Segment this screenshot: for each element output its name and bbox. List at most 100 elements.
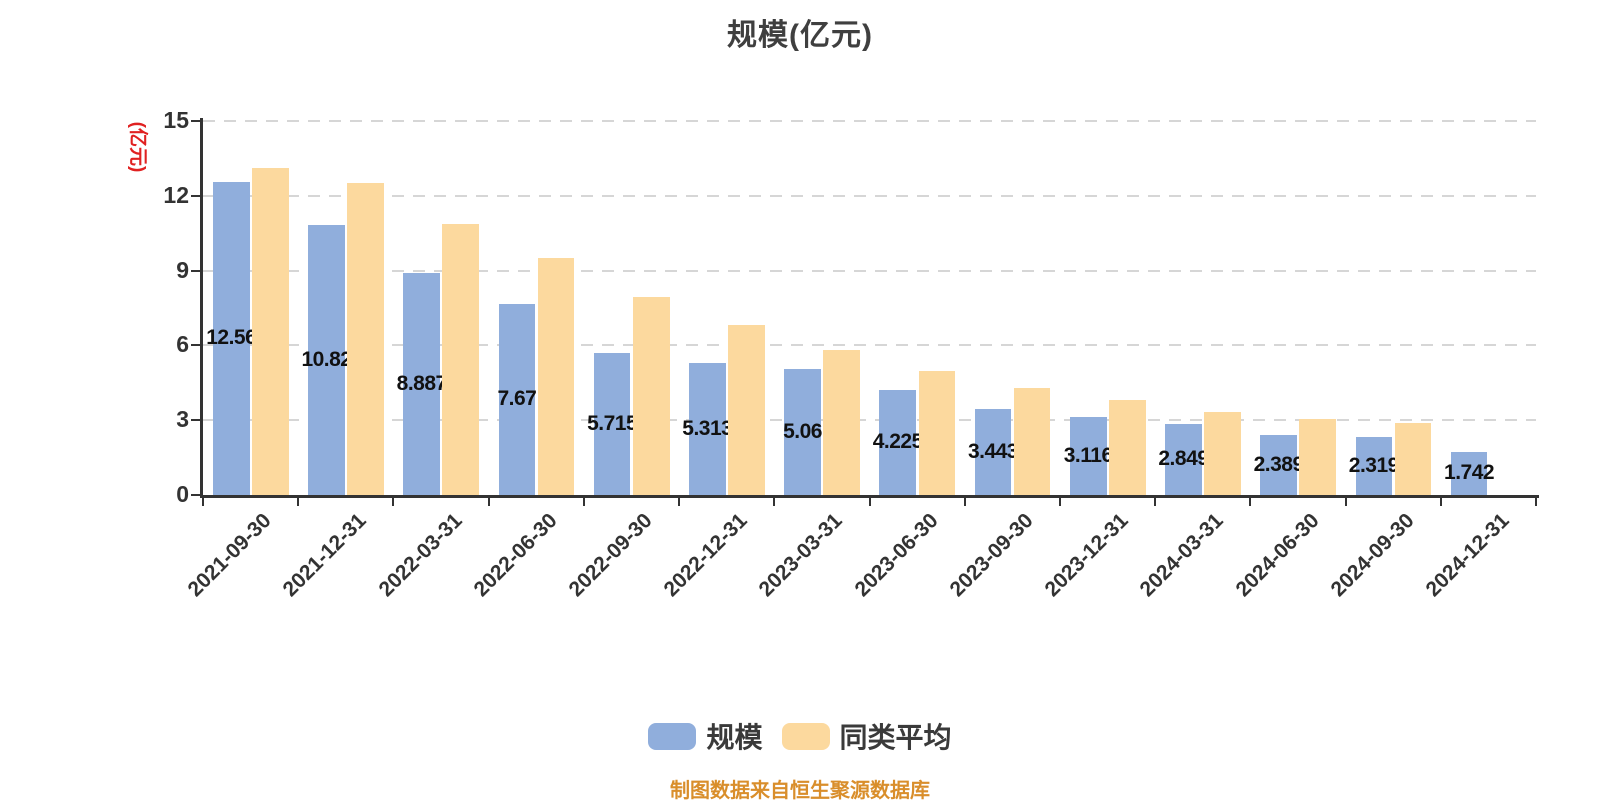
- bar-group-2022-06-30: 7.67: [489, 121, 584, 495]
- x-axis-label-2024-06-30: 2024-06-30: [1231, 509, 1324, 602]
- x-axis-label-2023-12-31: 2023-12-31: [1040, 509, 1133, 602]
- bar-peer-average[interactable]: [1204, 411, 1241, 495]
- bar-group-2022-03-31: 8.887: [393, 121, 488, 495]
- bar-peer-average[interactable]: [347, 183, 384, 495]
- y-tick-9: [191, 269, 203, 272]
- bar-group-2024-06-30: 2.389: [1250, 121, 1345, 495]
- bar-scale[interactable]: [1069, 417, 1107, 495]
- bar-peer-average[interactable]: [1108, 400, 1146, 495]
- bar-scale[interactable]: [1260, 435, 1297, 495]
- x-tick-1: [297, 497, 300, 506]
- gridline-15: [203, 120, 1536, 122]
- bar-value-label: 3.443: [967, 440, 1019, 464]
- bar-peer-average[interactable]: [632, 297, 670, 495]
- gridline-3: [203, 419, 1536, 422]
- bar-group-2022-12-31: 5.313: [679, 121, 774, 495]
- legend: 规模 同类平均: [0, 722, 1600, 753]
- bar-scale[interactable]: [1450, 451, 1488, 495]
- bar-value-label: 5.715: [587, 411, 638, 435]
- bar-peer-average[interactable]: [252, 167, 289, 495]
- y-tick-label-15: 15: [163, 107, 189, 133]
- bar-scale[interactable]: [498, 303, 536, 495]
- x-axis-label-2023-09-30: 2023-09-30: [945, 509, 1038, 602]
- x-tick-10: [1154, 497, 1157, 506]
- y-tick-0: [191, 494, 203, 496]
- x-tick-4: [582, 497, 585, 506]
- gridline-9: [203, 269, 1536, 272]
- x-tick-3: [487, 497, 490, 506]
- bar-scale[interactable]: [1165, 423, 1202, 495]
- bar-value-label: 5.313: [682, 416, 733, 440]
- bar-value-label: 8.887: [396, 372, 448, 396]
- bar-scale[interactable]: [1355, 437, 1393, 495]
- x-axis: [200, 495, 1539, 498]
- plot-area: (亿元) 12.56 10.82 8.887 7.67 5.715 5.313 5.06 4.…: [128, 107, 1539, 601]
- bar-value-label: 4.225: [872, 430, 924, 454]
- bar-scale[interactable]: [974, 409, 1012, 495]
- bar-value-label: 2.849: [1158, 447, 1209, 471]
- bar-value-label: 12.56: [206, 326, 257, 350]
- y-tick-15: [191, 120, 203, 122]
- x-axis-label-2022-09-30: 2022-09-30: [564, 509, 657, 602]
- bar-group-2024-12-31: 1.742: [1441, 121, 1536, 495]
- x-axis-label-2024-12-31: 2024-12-31: [1421, 509, 1514, 602]
- y-tick-12: [191, 194, 203, 197]
- bar-group-2024-09-30: 2.319: [1346, 121, 1441, 495]
- bar-peer-average[interactable]: [918, 371, 956, 495]
- legend-item-scale[interactable]: 规模: [648, 716, 763, 756]
- bar-scale[interactable]: [879, 389, 917, 495]
- x-tick-9: [1058, 497, 1061, 506]
- x-tick-11: [1249, 497, 1252, 506]
- y-tick-label-3: 3: [176, 406, 189, 433]
- x-axis-label-2022-12-31: 2022-12-31: [659, 509, 752, 602]
- bar-value-label: 3.116: [1063, 444, 1113, 468]
- bar-peer-average[interactable]: [1394, 422, 1432, 495]
- bar-scale[interactable]: [784, 368, 821, 495]
- bar-group-2021-09-30: 12.56: [203, 121, 298, 495]
- x-axis-label-2022-06-30: 2022-06-30: [469, 509, 562, 602]
- bar-group-2023-06-30: 4.225: [870, 121, 965, 495]
- x-axis-label-2024-09-30: 2024-09-30: [1326, 509, 1419, 602]
- y-tick-label-0: 0: [176, 481, 189, 507]
- y-tick-6: [191, 344, 203, 347]
- gridline-12: [203, 194, 1536, 197]
- bar-value-label: 2.389: [1253, 453, 1305, 477]
- x-tick-2: [392, 497, 395, 506]
- legend-label-scale: 规模: [706, 722, 763, 753]
- bar-group-2023-12-31: 3.116: [1060, 121, 1155, 495]
- x-axis-label-2023-06-30: 2023-06-30: [850, 509, 943, 602]
- bar-peer-average[interactable]: [728, 325, 765, 495]
- bar-scale[interactable]: [212, 181, 250, 495]
- bar-peer-average[interactable]: [1013, 387, 1051, 495]
- x-axis-label-2022-03-31: 2022-03-31: [374, 509, 467, 602]
- chart-title: 规模(亿元): [727, 19, 873, 52]
- x-tick-8: [963, 497, 966, 506]
- data-source-note: 制图数据来自恒生聚源数据库: [670, 780, 930, 802]
- bar-scale[interactable]: [403, 273, 441, 495]
- bar-scale[interactable]: [308, 225, 345, 495]
- legend-swatch-scale: [648, 722, 697, 750]
- x-tick-13: [1439, 497, 1442, 506]
- bar-scale[interactable]: [689, 362, 726, 495]
- bar-value-label: 5.06: [783, 419, 822, 443]
- bar-peer-average[interactable]: [1299, 418, 1336, 495]
- bar-group-2024-03-31: 2.849: [1155, 121, 1250, 495]
- x-axis-label-2021-12-31: 2021-12-31: [278, 509, 372, 602]
- x-tick-6: [773, 497, 776, 506]
- x-tick-5: [678, 497, 681, 506]
- x-axis-label-2021-09-30: 2021-09-30: [183, 509, 276, 602]
- bar-scale[interactable]: [593, 352, 631, 495]
- gridline-6: [203, 344, 1536, 347]
- bar-group-2023-03-31: 5.06: [774, 121, 869, 495]
- y-tick-label-9: 9: [176, 256, 189, 283]
- y-axis: [200, 118, 203, 498]
- legend-label-peer-average: 同类平均: [839, 722, 952, 753]
- bar-group-2022-09-30: 5.715: [584, 121, 679, 495]
- legend-item-peer-average[interactable]: 同类平均: [781, 716, 952, 756]
- bar-peer-average[interactable]: [537, 258, 575, 495]
- bar-group-2023-09-30: 3.443: [965, 121, 1060, 495]
- x-tick-12: [1344, 497, 1347, 506]
- bar-peer-average[interactable]: [823, 349, 860, 495]
- bar-peer-average[interactable]: [442, 224, 480, 495]
